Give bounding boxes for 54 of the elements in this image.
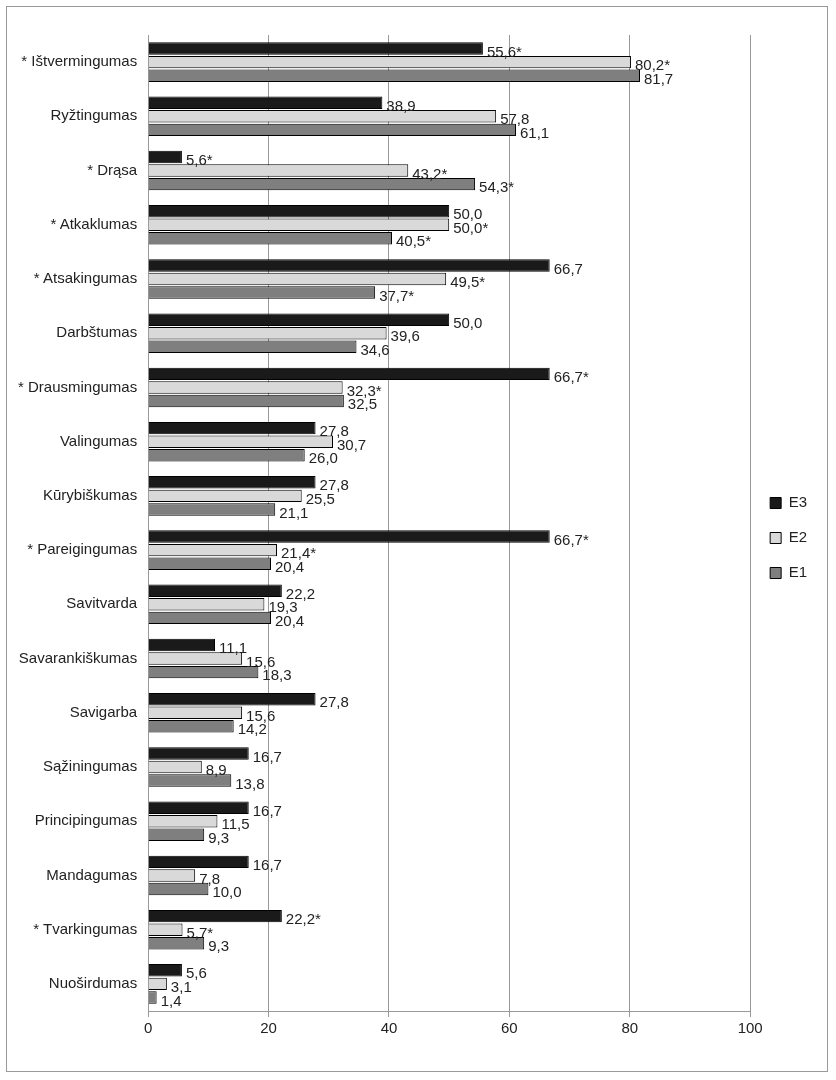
data-label: 66,7 <box>553 259 583 277</box>
y-tick-label: Savarankiškumas <box>18 648 138 666</box>
x-tick-label: 80 <box>621 1019 639 1037</box>
y-tick-label: Ryžtingumas <box>50 106 138 124</box>
data-label: 11,1 <box>219 639 248 657</box>
data-label: 16,7 <box>252 747 282 765</box>
data-label: 13,8 <box>235 774 265 792</box>
x-tick-label: 20 <box>260 1019 277 1037</box>
data-label: 5,6* <box>185 151 213 169</box>
data-label: 16,7 <box>252 856 282 874</box>
data-label: 26,0 <box>308 449 338 467</box>
data-label: 66,7* <box>553 530 589 548</box>
y-tick-label: Savigarba <box>69 702 138 720</box>
y-tick-label: * Drąsa <box>87 160 138 178</box>
data-label: 27,8 <box>319 693 349 711</box>
data-label: 8,9 <box>205 761 227 779</box>
data-label: 16,7 <box>252 801 282 819</box>
data-label: 43,2* <box>412 164 448 182</box>
x-tick-label: 40 <box>380 1019 398 1037</box>
y-tick-label: Nuoširdumas <box>48 974 138 992</box>
y-tick-label: Darbštumas <box>56 323 138 341</box>
data-label: 38,9 <box>386 96 416 114</box>
x-tick-label: 0 <box>144 1019 153 1037</box>
data-label: 32,3* <box>346 381 382 399</box>
data-label: 37,7* <box>379 286 415 304</box>
y-tick-label: * Drausmingumas <box>17 377 138 395</box>
y-tick-label: * Pareigingumas <box>27 540 138 558</box>
data-label: 22,2* <box>285 910 322 928</box>
y-tick-label: Valingumas <box>59 431 138 449</box>
y-tick-label: Sąžiningumas <box>42 757 138 775</box>
data-label: 49,5* <box>450 273 486 291</box>
y-tick-label: * Ištvermingumas <box>21 52 138 70</box>
legend-label: E3 <box>788 493 808 511</box>
y-tick-label: Mandagumas <box>46 865 138 883</box>
data-label: 39,6 <box>390 327 420 345</box>
y-tick-label: Kūrybiškumas <box>43 486 138 504</box>
y-tick-label: * Atkaklumas <box>50 214 138 232</box>
legend-label: E1 <box>788 563 808 581</box>
data-label: 50,0 <box>453 313 483 331</box>
y-tick-label: * Atsakingumas <box>33 269 138 287</box>
x-tick-label: 100 <box>737 1019 763 1037</box>
legend-label: E2 <box>788 528 808 546</box>
data-label: 40,5* <box>396 232 432 250</box>
y-tick-label: Principingumas <box>34 811 138 829</box>
x-tick-label: 60 <box>501 1019 518 1037</box>
data-label: 66,7* <box>553 368 589 386</box>
data-label: 5,6 <box>185 964 207 982</box>
data-label: 34,6 <box>360 340 390 358</box>
y-tick-label: Savitvarda <box>66 594 138 612</box>
y-tick-label: * Tvarkingumas <box>33 919 138 937</box>
data-label: 55,6* <box>486 42 523 60</box>
data-label: 15,6 <box>246 652 276 670</box>
data-label: 54,3* <box>479 178 515 196</box>
data-label: 15,6 <box>246 706 276 724</box>
